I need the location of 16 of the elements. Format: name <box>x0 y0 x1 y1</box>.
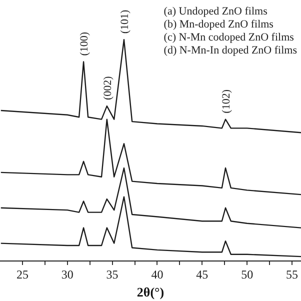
annotation: (002) <box>102 76 114 100</box>
x-tick-label: 50 <box>241 267 254 282</box>
annotation: (d) N-Mn-In doped ZnO films <box>164 44 297 56</box>
annotation: (102) <box>220 89 233 114</box>
x-tick-label: 30 <box>61 267 74 282</box>
annotation: (100) <box>78 32 91 56</box>
x-axis-title: 2θ(°) <box>136 284 164 300</box>
text: (b) Mn-doped ZnO films <box>164 18 274 30</box>
x-tick-label: 40 <box>151 267 164 282</box>
x-tick-label: 55 <box>286 267 298 282</box>
text: (a) Undoped ZnO films <box>164 5 268 18</box>
x-tick-label: 45 <box>196 267 208 282</box>
annotation: (c) N-Mn codoped ZnO films <box>164 31 294 44</box>
x-tick-label: 25 <box>16 267 28 282</box>
annotation: (101) <box>118 9 131 34</box>
x-tick-label: 35 <box>106 267 118 282</box>
